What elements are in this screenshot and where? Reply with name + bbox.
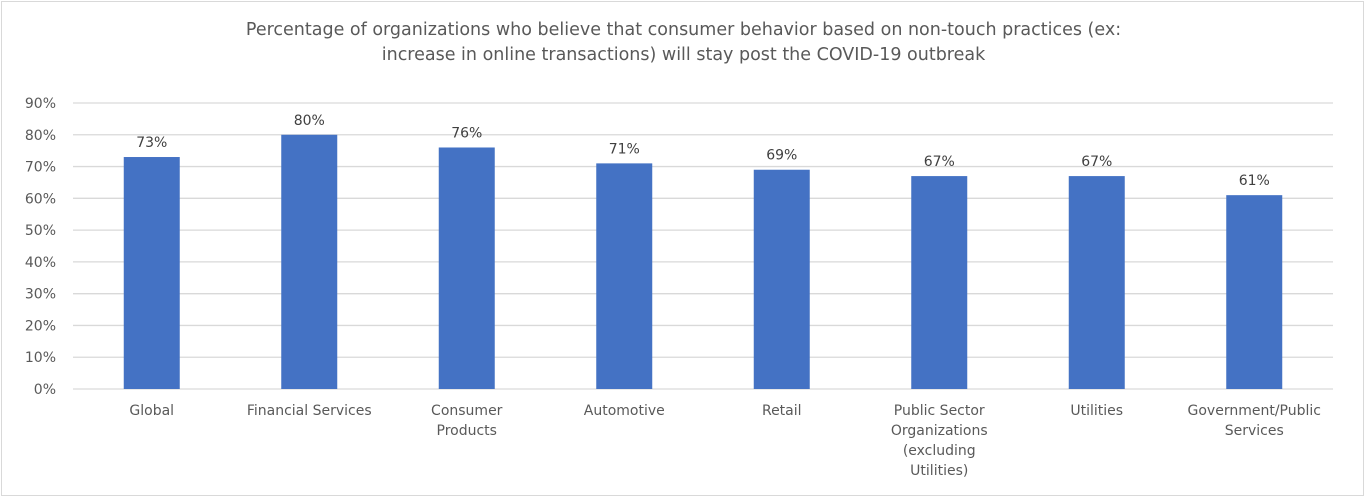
y-tick-label: 30% [25,287,56,303]
chart-title-line-2: increase in online transactions) will st… [381,45,986,65]
bar [281,134,338,389]
x-category-label: Products [437,423,497,439]
bar [438,147,495,389]
bar [753,169,810,389]
chart-title-line-1: Percentage of organizations who believe … [245,20,1122,40]
data-label: 71% [609,141,640,157]
x-category-label: Global [129,403,174,419]
x-category-label: Services [1225,423,1284,439]
y-tick-label: 20% [25,318,56,334]
x-category-label: Retail [762,403,802,419]
bar [1068,176,1125,389]
chart-title: Percentage of organizations who believe … [0,18,1367,68]
x-category-label: Utilities) [910,463,968,479]
y-tick-label: 90% [25,96,56,112]
y-tick-label: 70% [25,160,56,176]
x-category-label: Utilities [1070,403,1123,419]
x-category-label: Government/Public [1188,403,1321,419]
data-label: 76% [451,125,482,141]
x-category-label: Financial Services [247,403,372,419]
bar [1226,195,1283,389]
x-category-label: Consumer [431,403,503,419]
y-tick-label: 0% [34,382,56,398]
bar [123,157,180,389]
bar [596,163,653,389]
x-category-label: Organizations [891,423,988,439]
data-label: 67% [1081,154,1112,170]
y-tick-label: 50% [25,223,56,239]
data-label: 69% [766,148,797,164]
x-category-label: (excluding [903,443,976,459]
x-category-label: Public Sector [894,403,985,419]
y-tick-label: 10% [25,350,56,366]
y-tick-label: 60% [25,191,56,207]
data-label: 61% [1239,173,1270,189]
y-tick-label: 40% [25,255,56,271]
bar [911,176,968,389]
data-label: 67% [924,154,955,170]
data-label: 80% [294,113,325,129]
data-label: 73% [136,135,167,151]
y-tick-label: 80% [25,128,56,144]
x-category-label: Automotive [584,403,665,419]
